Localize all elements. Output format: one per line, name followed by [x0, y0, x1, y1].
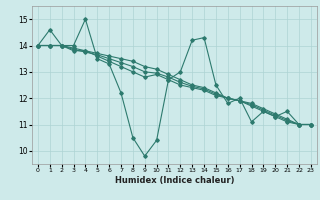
X-axis label: Humidex (Indice chaleur): Humidex (Indice chaleur)	[115, 176, 234, 185]
